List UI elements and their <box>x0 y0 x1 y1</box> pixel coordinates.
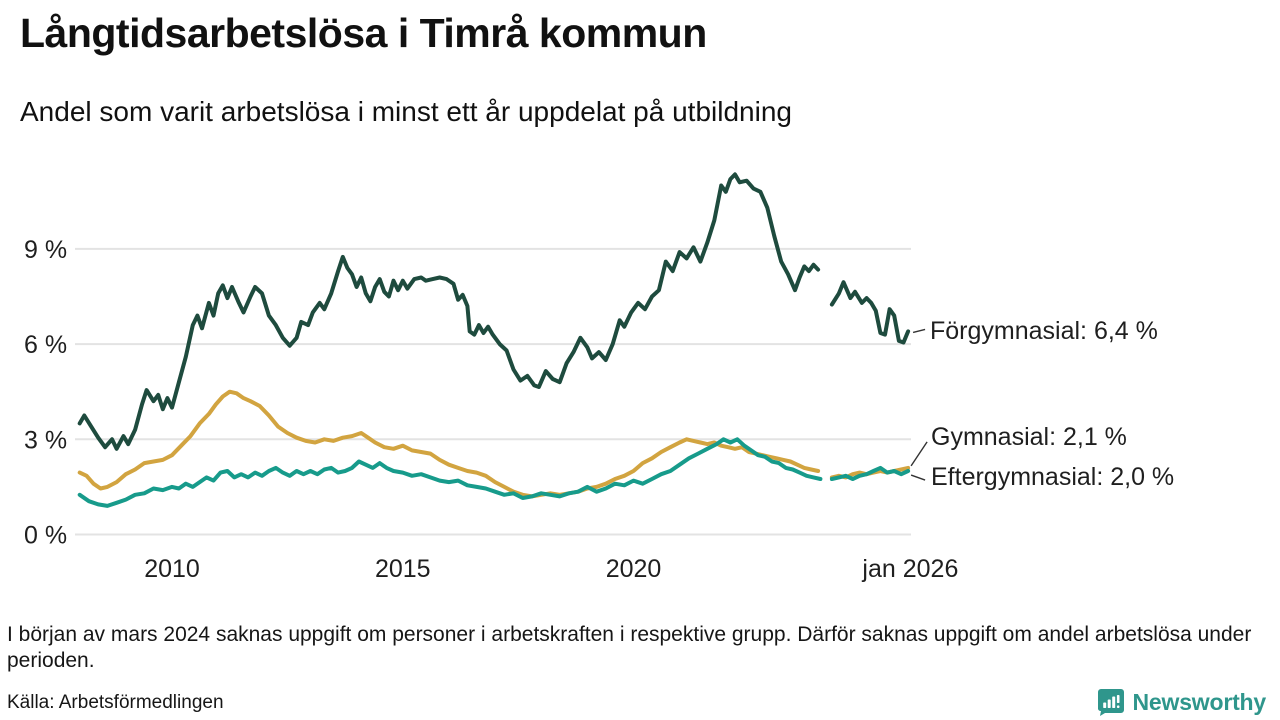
x-tick-label: 2015 <box>375 555 431 583</box>
footnote-text: I början av mars 2024 saknas uppgift om … <box>7 623 1252 673</box>
y-tick-label: 0 % <box>24 522 67 550</box>
y-tick-label: 3 % <box>24 426 67 454</box>
label-connector-line <box>910 474 926 481</box>
y-tick-label: 9 % <box>24 236 67 264</box>
series-label-eftergymnasial: Eftergymnasial: 2,0 % <box>931 463 1175 491</box>
label-connector-line <box>912 328 926 334</box>
source-text: Källa: Arbetsförmedlingen <box>7 692 224 713</box>
bar-chart-speech-bubble-icon <box>1097 689 1124 716</box>
page-subtitle: Andel som varit arbetslösa i minst ett å… <box>20 96 792 127</box>
x-tick-label: 2020 <box>606 555 662 583</box>
newsworthy-wordmark: Newsworthy <box>1132 688 1267 715</box>
x-tick-label: 2010 <box>144 555 200 583</box>
series-line-eftergymnasial <box>77 437 823 508</box>
series-label-forgymnasial: Förgymnasial: 6,4 % <box>930 317 1158 345</box>
series-label-gymnasial: Gymnasial: 2,1 % <box>931 423 1127 451</box>
series-line-förgymnasial <box>77 172 821 451</box>
series-line-förgymnasial <box>829 280 911 345</box>
label-connector-line <box>910 441 928 467</box>
x-tick-label: jan 2026 <box>861 555 958 583</box>
y-tick-label: 6 % <box>24 331 67 359</box>
series-line-eftergymnasial <box>829 465 911 481</box>
newsworthy-logo: Newsworthy <box>1097 688 1266 716</box>
page-title: Långtidsarbetslösa i Timrå kommun <box>20 10 707 56</box>
